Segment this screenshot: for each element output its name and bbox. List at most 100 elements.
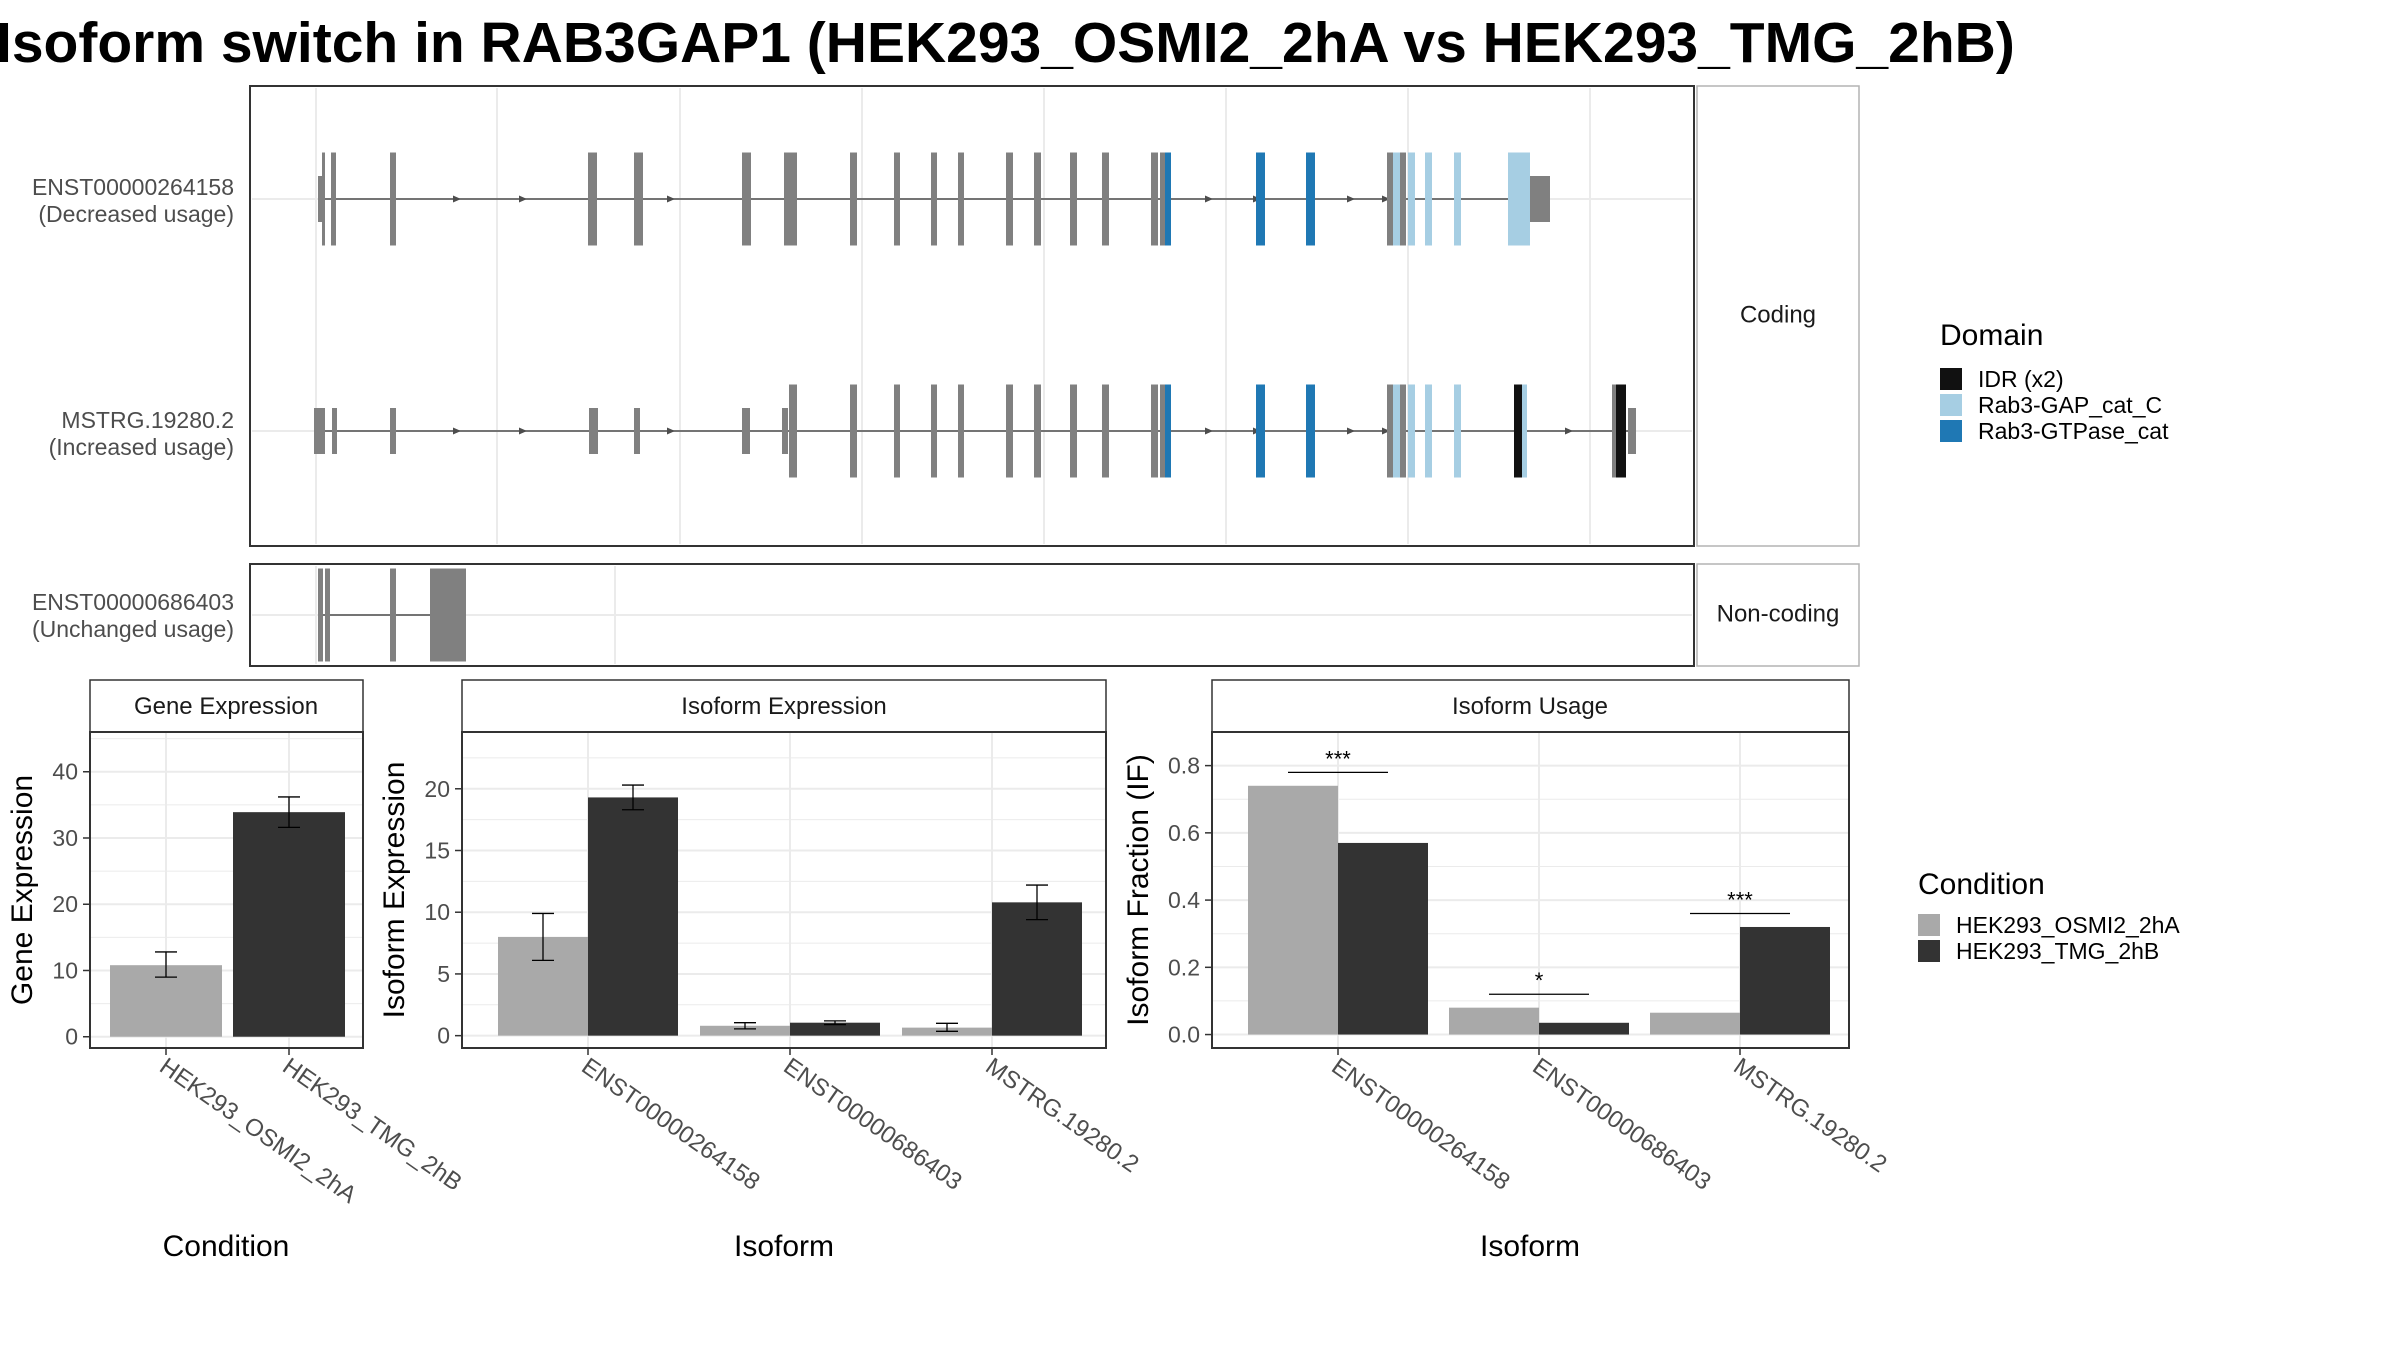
gene-expression-strip <box>89 679 364 733</box>
exon-enst686403 <box>318 568 323 662</box>
domain-block-mstrg <box>1306 384 1315 478</box>
transcript-label-enst686403: ENST00000686403 <box>32 589 234 615</box>
x-tick-label: ENST00000264158 <box>1327 1053 1515 1196</box>
transcript-structure-panel: Coding Non-coding ENST00000264158 (Decre… <box>32 85 1860 667</box>
exon-enst264158 <box>742 152 751 246</box>
x-tick-label: ENST00000686403 <box>1528 1053 1716 1196</box>
exon-mstrg <box>782 408 788 454</box>
x-tick-label: HEK293_OSMI2_2hA <box>155 1053 362 1209</box>
strand-arrow-icon <box>1382 427 1390 435</box>
bar-isoform-expression-tmg <box>588 797 678 1036</box>
exon-mstrg <box>1070 384 1077 478</box>
noncoding-strip <box>1696 563 1860 667</box>
exon-mstrg <box>1387 384 1393 478</box>
exon-enst264158 <box>1400 152 1406 246</box>
bar-isoform-expression-osmi2 <box>700 1025 790 1036</box>
exon-enst686403 <box>390 568 396 662</box>
bar-isoform-expression-tmg <box>992 902 1082 1036</box>
x-tick-label: MSTRG.19280.2 <box>981 1053 1144 1178</box>
exon-mstrg <box>1034 384 1041 478</box>
coding-panel-border <box>249 85 1695 547</box>
gene-expression-frame <box>89 731 364 1049</box>
exon-mstrg <box>634 408 640 454</box>
legend-key-tmg <box>1918 940 1940 962</box>
bar-isoform-usage-osmi2 <box>1650 1012 1740 1035</box>
exon-enst264158 <box>390 152 396 246</box>
significance-label: *** <box>1325 746 1351 771</box>
domain-block-enst264158 <box>1306 152 1315 246</box>
transcript-usage-mstrg: (Increased usage) <box>49 434 234 460</box>
transcript-tracks <box>314 152 1636 662</box>
exon-mstrg <box>314 408 325 454</box>
y-tick-label: 0.6 <box>1168 820 1200 846</box>
gene-expression-bars <box>110 796 345 1037</box>
x-tick-label: ENST00000264158 <box>577 1053 765 1196</box>
isoform-usage-panel: Isoform Usage ******* 0.00.20.40.60.8ENS… <box>1122 679 1892 1263</box>
gene-expression-title: Gene Expression <box>134 693 318 720</box>
domain-block-mstrg <box>1425 384 1432 478</box>
exon-enst686403 <box>325 568 330 662</box>
exon-mstrg <box>1628 408 1636 454</box>
legend-key-idr <box>1940 368 1962 390</box>
significance-label: * <box>1535 968 1544 993</box>
strand-arrow-icon <box>1347 195 1355 203</box>
exon-enst264158 <box>1102 152 1109 246</box>
bar-isoform-usage-tmg <box>1740 926 1830 1035</box>
domain-block-mstrg <box>1454 384 1461 478</box>
domain-block-mstrg <box>1408 384 1415 478</box>
domain-block-enst264158 <box>1393 152 1400 246</box>
exon-mstrg <box>958 384 964 478</box>
exon-mstrg <box>931 384 937 478</box>
exon-enst264158 <box>894 152 900 246</box>
exon-enst264158 <box>1387 152 1393 246</box>
y-tick-label: 5 <box>437 961 450 987</box>
bar-isoform-usage-tmg <box>1539 1022 1629 1035</box>
legend-label-idr: IDR (x2) <box>1978 366 2064 392</box>
legend-key-osmi2 <box>1918 914 1940 936</box>
isoform-expression-bars <box>498 784 1082 1036</box>
exon-mstrg <box>589 408 598 454</box>
isoform-expression-panel: Isoform Expression 0 5 10 15 20 ENST000002641… <box>378 679 1144 1263</box>
isoform-expression-title: Isoform Expression <box>681 693 886 720</box>
bar-isoform-expression-tmg <box>790 1022 880 1036</box>
domain-block-mstrg <box>1256 384 1265 478</box>
isoform-usage-bars: ******* <box>1248 746 1830 1035</box>
y-tick-label: 15 <box>424 838 450 864</box>
y-tick-label: 10 <box>52 957 78 983</box>
strand-arrow-icon <box>667 195 675 203</box>
isoform-expression-xlabel: Isoform <box>734 1230 834 1263</box>
noncoding-panel-border <box>249 563 1695 667</box>
condition-legend: Condition HEK293_OSMI2_2hA HEK293_TMG_2h… <box>1918 868 2180 964</box>
exon-mstrg <box>1400 384 1406 478</box>
strand-arrow-icon <box>519 195 527 203</box>
exon-mstrg <box>850 384 857 478</box>
strand-arrow-icon <box>1347 427 1355 435</box>
exon-enst264158 <box>784 152 797 246</box>
domain-block-mstrg <box>1522 384 1527 478</box>
bar-isoform-usage-tmg <box>1338 842 1428 1035</box>
exon-enst264158 <box>318 176 323 222</box>
exon-mstrg <box>1612 384 1619 478</box>
strand-arrow-icon <box>1205 427 1213 435</box>
strand-arrow-icon <box>453 195 461 203</box>
exon-enst264158 <box>931 152 937 246</box>
legend-key-rab3-gtpase-cat <box>1940 420 1962 442</box>
isoform-usage-strip <box>1211 679 1850 733</box>
exon-enst264158 <box>634 152 643 246</box>
gene-expression-xlabel: Condition <box>163 1230 290 1263</box>
exon-mstrg <box>1160 384 1165 478</box>
domain-legend-title: Domain <box>1940 319 2043 352</box>
y-tick-label: 30 <box>52 825 78 851</box>
transcript-usage-enst264158: (Decreased usage) <box>38 201 234 227</box>
coding-strip <box>1696 85 1860 547</box>
exon-enst264158 <box>1151 152 1158 246</box>
exon-enst264158 <box>322 152 325 246</box>
domain-block-enst264158 <box>1256 152 1265 246</box>
significance-label: *** <box>1727 888 1753 913</box>
exon-enst264158 <box>958 152 964 246</box>
domain-block-enst264158 <box>1454 152 1461 246</box>
strand-arrow-icon <box>1565 427 1573 435</box>
bar-isoform-usage-osmi2 <box>1248 785 1338 1035</box>
domain-block-mstrg <box>1165 384 1171 478</box>
